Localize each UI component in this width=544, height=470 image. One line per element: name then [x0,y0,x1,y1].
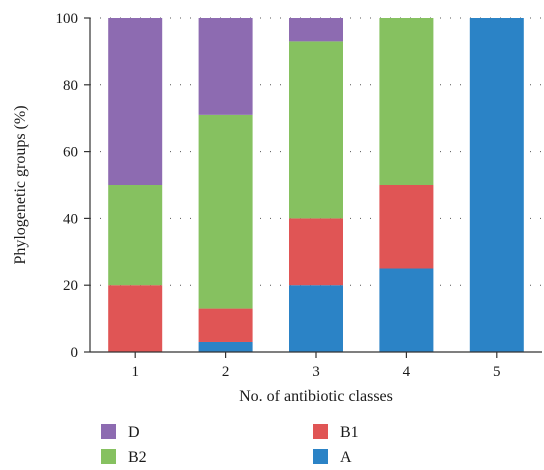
legend-label-b2: B2 [128,449,147,466]
legend: D B1 B2 A [101,424,359,466]
bar-segment-b2-4 [379,18,434,185]
bar-segment-b1-3 [289,218,343,286]
bar-segment-b1-1 [108,285,163,352]
x-tick-label: 3 [312,364,320,380]
bar-segment-b1-4 [379,185,434,269]
legend-label-d: D [128,424,140,441]
bar-stacks [108,18,524,352]
bar-segment-d-1 [108,18,163,185]
x-axis-label: No. of antibiotic classes [239,388,393,405]
x-tick-label: 5 [493,364,501,380]
legend-swatch-b2 [101,449,116,464]
y-tick-label: 60 [63,145,78,161]
bar-segment-a-3 [289,285,343,352]
y-tick-label: 20 [63,278,78,294]
y-tick-labels: 0 20 40 60 80 100 [56,11,90,361]
y-tick-label: 100 [56,11,79,27]
legend-label-b1: B1 [340,424,359,441]
legend-swatch-b1 [313,424,328,439]
bar-segment-a-5 [469,18,524,352]
legend-swatch-d [101,424,116,439]
bar-segment-d-3 [289,18,343,42]
x-tick-labels: 1 2 3 4 5 [131,352,501,380]
bar-segment-a-4 [379,268,434,352]
legend-swatch-a [313,449,328,464]
x-tick-label: 2 [222,364,230,380]
legend-label-a: A [340,449,352,466]
bar-segment-b2-3 [289,41,343,219]
y-tick-label: 80 [63,78,78,94]
bar-segment-b2-1 [108,185,163,286]
x-tick-label: 4 [403,364,411,380]
x-tick-label: 1 [131,364,139,380]
bar-segment-b1-2 [198,308,253,342]
y-tick-label: 0 [71,345,79,361]
y-axis-label: Phylogenetic groups (%) [12,105,29,264]
bar-segment-d-2 [198,18,253,115]
bar-segment-b2-2 [198,114,253,309]
bar-segment-a-2 [198,341,253,352]
y-tick-label: 40 [63,211,78,227]
